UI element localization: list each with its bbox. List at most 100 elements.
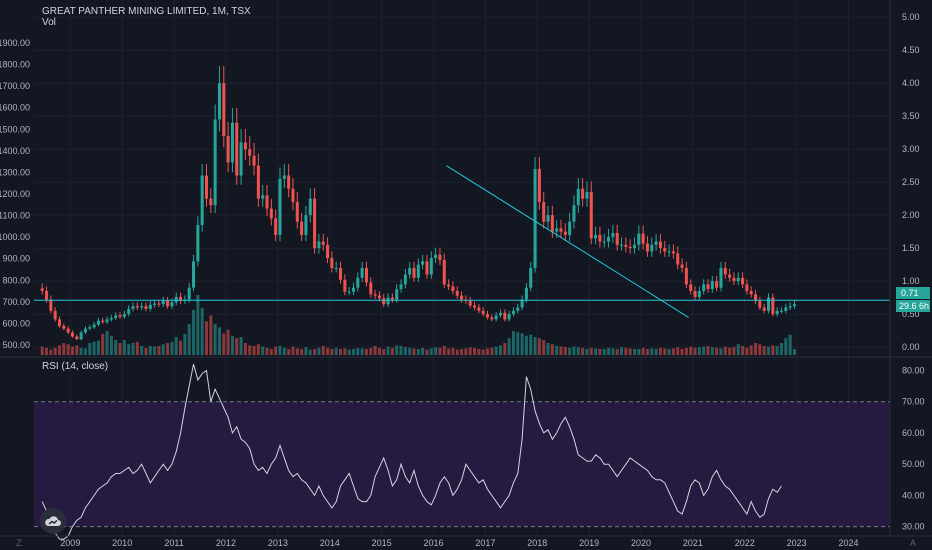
candle-body [719,267,723,288]
drawing-lines[interactable] [34,165,890,318]
volume-bar [524,335,528,355]
candle-body [741,277,745,285]
candle-body [45,291,49,300]
auto-scale-icon[interactable]: A [909,538,916,548]
volume-bar [754,343,758,355]
volume-bar [511,331,515,355]
volume-bar [114,340,118,355]
candle-body [317,241,321,249]
volume-bar [585,349,589,355]
candle-body [187,287,191,300]
candle-body [693,291,697,297]
volume-bar [386,346,390,355]
volume-bar [109,335,113,355]
volume-bar [364,349,368,355]
volume-bar [516,332,520,355]
volume-bar [542,340,546,355]
volume-bar [507,338,511,355]
candle-body [326,244,330,259]
price-axis-tick: 2.00 [902,210,920,220]
x-tick-label: 2022 [735,538,755,548]
candle-body [412,267,416,278]
candle-body [230,122,234,163]
candle-body [689,284,693,292]
candle-body [416,264,420,278]
volume-bar [607,347,611,355]
candle-body [148,304,152,309]
candle-body [57,319,62,326]
volume-bar [88,343,92,355]
volume-bar [520,333,524,355]
volume-bar [92,341,96,355]
volume-bar [425,349,429,355]
x-tick-label: 2009 [60,538,80,548]
trend-line [446,165,689,318]
candle-body [671,251,675,254]
volume-bar [421,347,425,355]
candle-body [529,267,533,288]
volume-bar [399,346,403,355]
volume-bar [464,348,468,355]
volume-bar [408,347,412,355]
volume-bar [533,337,537,355]
candle-body [628,246,632,249]
volume-bar [676,347,680,355]
volume-bar [745,347,749,355]
candle-body [403,274,407,285]
volume-bar [308,349,312,355]
volume-bar [628,348,632,355]
x-tick-label: 2019 [579,538,599,548]
candle-body [252,155,256,166]
volume-axis-tick: 1800.00 [0,60,30,70]
volume-bar [122,340,126,355]
tradingview-cloud-icon[interactable] [40,508,66,534]
volume-bar [671,348,675,355]
volume-bar [732,347,736,355]
volume-axis-tick: 700.00 [2,297,30,307]
volume-bar [684,347,688,355]
volume-axis-tick: 1900.00 [0,38,30,48]
volume-bar [127,344,131,355]
left-corner-button[interactable]: Z [16,538,22,548]
candle-body [269,208,273,219]
candle-body [723,267,727,275]
rsi-line [41,364,782,540]
volume-bar [697,347,701,355]
candle-body [715,281,719,288]
volume-bar [624,347,628,355]
last-price-badge-bg [896,287,930,299]
volume-bar [45,347,49,355]
candle-body [70,332,74,337]
candle-body [447,284,451,287]
candle-body [101,320,105,323]
candle-body [300,221,304,235]
candle-body [434,254,438,259]
price-candles[interactable] [40,66,796,341]
volume-bar [767,346,771,355]
volume-bar [559,346,563,355]
candle-body [425,261,429,275]
price-axis-tick: 4.50 [902,45,920,55]
volume-bar [291,346,295,355]
candle-body [351,287,355,292]
volume-bar [775,346,779,355]
volume-bar [736,344,740,355]
candle-body [498,312,502,316]
volume-bar [274,346,278,355]
volume-bar [468,347,472,355]
volume-bar [741,346,745,355]
price-axis-tick: 0.00 [902,342,920,352]
volume-bar [326,347,330,355]
candle-body [624,244,628,247]
candle-body [710,281,714,290]
candle-body [524,287,528,300]
candle-body [611,232,615,237]
volume-bar [157,346,161,355]
candle-body [360,267,364,278]
volume-bar [442,346,446,355]
volume-bar [710,347,714,355]
candle-body [429,258,433,275]
volume-bar [498,345,502,355]
volume-bar [667,349,671,355]
